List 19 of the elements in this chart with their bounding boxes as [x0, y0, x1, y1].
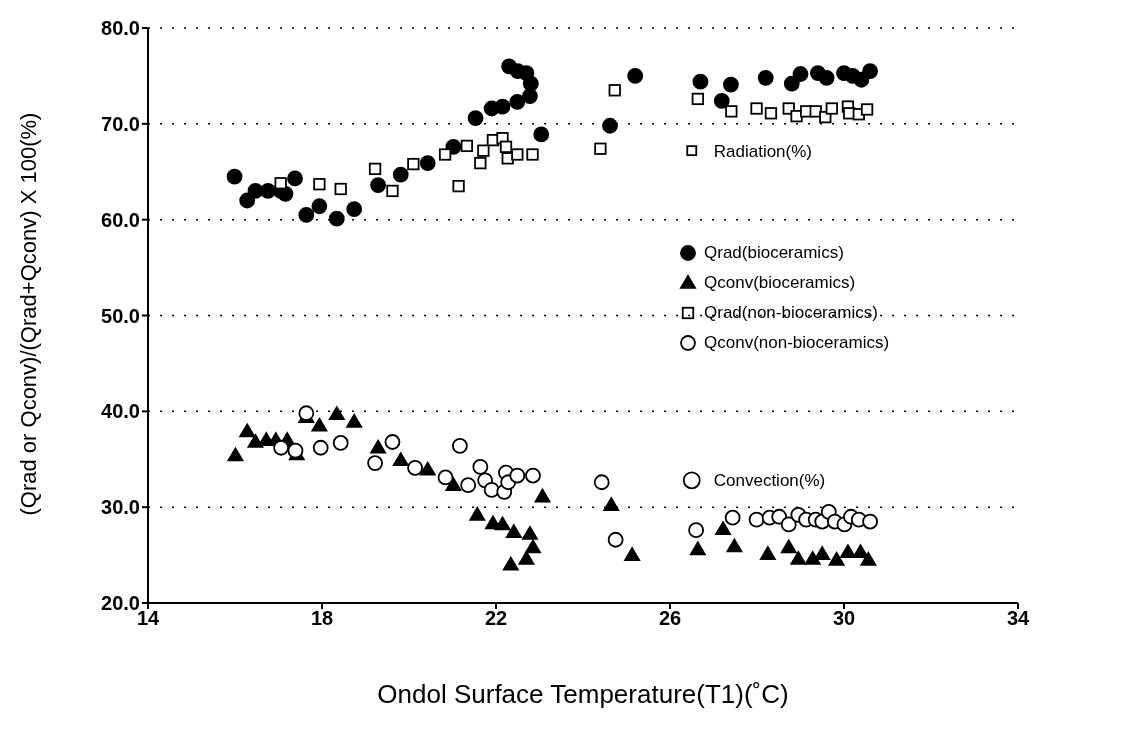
y-tick-label: 80.0 — [101, 17, 140, 40]
x-tick-label: 30 — [832, 607, 856, 630]
x-tick-label: 22 — [484, 607, 508, 630]
annotation: Convection(%) — [713, 471, 826, 491]
x-tick-label: 34 — [1006, 607, 1030, 630]
legend-label: Qrad(non-bioceramics) — [704, 303, 878, 323]
legend-label: Qconv(non-bioceramics) — [704, 333, 890, 353]
x-tick-label: 26 — [658, 607, 682, 630]
x-tick-label: 18 — [310, 607, 334, 630]
y-tick-label: 40.0 — [101, 400, 140, 423]
y-tick-label: 60.0 — [101, 208, 140, 231]
y-tick-label: 30.0 — [101, 496, 140, 519]
legend-label: Qrad(bioceramics) — [704, 243, 844, 263]
y-tick-label: 50.0 — [101, 304, 140, 327]
y-tick-label: 70.0 — [101, 112, 140, 135]
y-axis-title: (Qrad or Qconv)/(Qrad+Qconv) X 100(%) — [15, 112, 41, 516]
legend-label: Qconv(bioceramics) — [704, 273, 856, 293]
annotation: Radiation(%) — [713, 141, 813, 161]
x-axis-title: Ondol Surface Temperature(T1)(˚C) — [377, 679, 789, 709]
